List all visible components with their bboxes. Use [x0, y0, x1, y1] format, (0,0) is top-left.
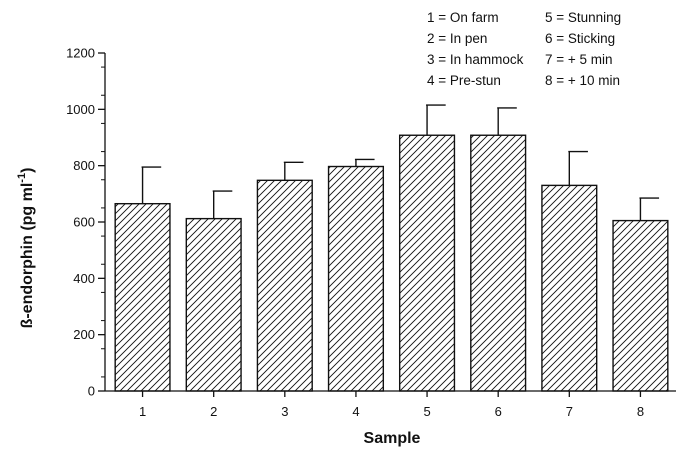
bar-8 — [612, 219, 669, 392]
legend-entry: 4 = Pre-stun — [427, 73, 501, 88]
x-tick-label: 3 — [281, 404, 288, 419]
legend: 1 = On farm 2 = In pen 3 = In hammock 4 = P… — [427, 10, 621, 88]
x-tick-label: 1 — [139, 404, 146, 419]
x-axis-title: Sample — [364, 430, 421, 447]
y-tick-label: 400 — [73, 271, 95, 286]
legend-entry: 3 = In hammock — [427, 52, 524, 67]
error-bars-group — [141, 104, 660, 221]
bar-5 — [398, 134, 456, 392]
bars-group — [114, 134, 669, 392]
bar-6 — [470, 134, 527, 392]
legend-entry: 7 = + 5 min — [545, 52, 613, 67]
x-ticks-group: 1 2 3 4 5 6 7 8 — [139, 391, 644, 419]
y-axis-title: ß-endorphin (pg ml-1) — [16, 168, 36, 329]
y-ticks-group: 0 200 400 600 800 1000 1200 — [66, 46, 105, 399]
bar-7 — [541, 184, 598, 392]
legend-entry: 2 = In pen — [427, 31, 487, 46]
y-axis-title-exponent: -1 — [16, 173, 28, 183]
y-axis-title-main: ß-endorphin (pg ml — [19, 183, 36, 329]
x-tick-label: 7 — [566, 404, 573, 419]
y-tick-label: 0 — [88, 384, 95, 399]
bar-4 — [327, 165, 385, 392]
legend-entry: 8 = + 10 min — [545, 73, 620, 88]
legend-entry: 1 = On farm — [427, 10, 499, 25]
x-tick-label: 5 — [423, 404, 430, 419]
y-tick-label: 600 — [73, 215, 95, 230]
x-tick-label: 4 — [352, 404, 359, 419]
legend-entry: 5 = Stunning — [545, 10, 621, 25]
x-tick-label: 8 — [637, 404, 644, 419]
y-tick-label: 800 — [73, 158, 95, 173]
y-tick-label: 200 — [73, 327, 95, 342]
legend-entry: 6 = Sticking — [545, 31, 615, 46]
y-tick-label: 1000 — [66, 102, 95, 117]
x-tick-label: 2 — [210, 404, 217, 419]
y-tick-label: 1200 — [66, 46, 95, 61]
bar-3 — [256, 179, 313, 392]
bar-2 — [185, 217, 242, 392]
y-axis-title-suffix: ) — [19, 168, 36, 173]
bar-1 — [114, 202, 171, 392]
x-tick-label: 6 — [495, 404, 502, 419]
